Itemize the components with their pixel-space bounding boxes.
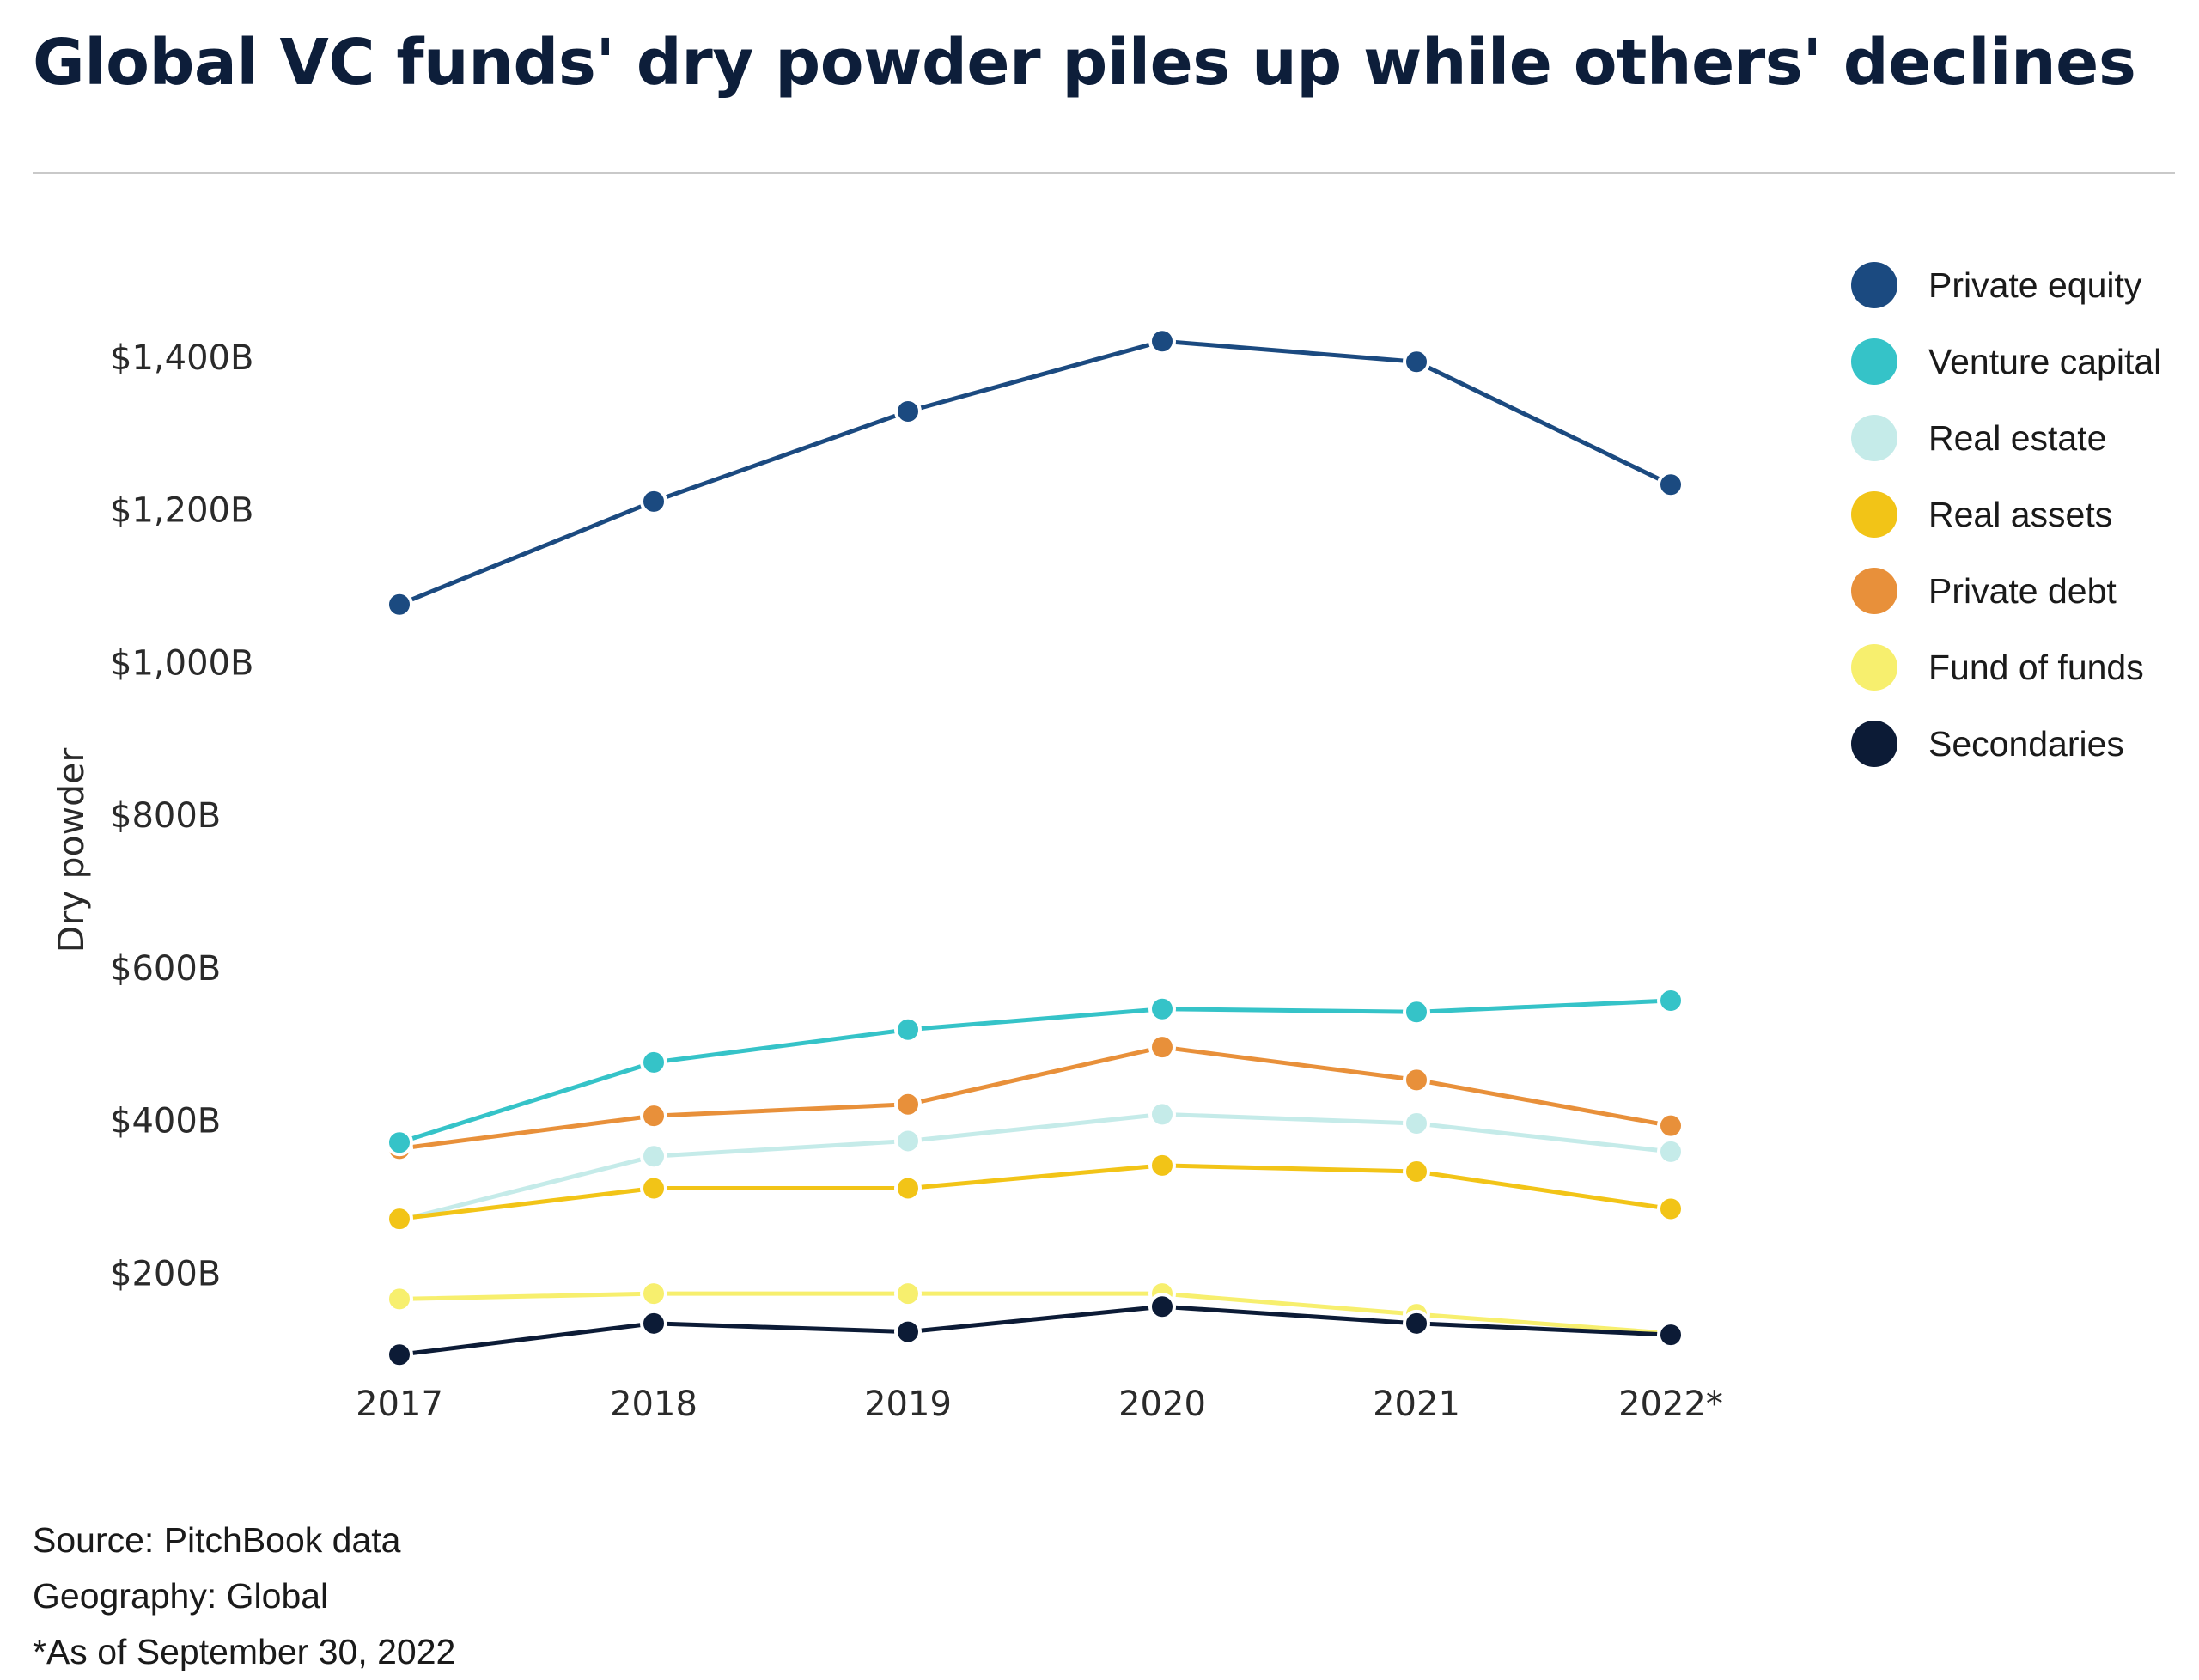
- legend-label: Private equity: [1928, 265, 2142, 305]
- data-point: [1148, 327, 1176, 356]
- data-point: [640, 487, 667, 515]
- y-tick-label: $200B: [110, 1254, 221, 1293]
- data-point: [1148, 1033, 1176, 1062]
- x-tick-label: 2020: [1118, 1385, 1206, 1424]
- legend-label: Real assets: [1928, 494, 2113, 534]
- legend-swatch: [1851, 644, 1897, 691]
- data-point: [1657, 1111, 1684, 1140]
- series-line: [397, 1304, 1673, 1357]
- data-point: [1403, 1157, 1430, 1185]
- data-point: [1403, 1110, 1430, 1138]
- series-line: [397, 1111, 1673, 1223]
- data-point: [1657, 471, 1684, 499]
- data-point: [1657, 1195, 1684, 1223]
- series-group: [386, 1280, 1684, 1348]
- data-point: [386, 1205, 413, 1233]
- legend-item: Secondaries: [1851, 718, 2124, 770]
- data-point: [386, 1341, 413, 1369]
- legend-item: Private equity: [1851, 259, 2141, 311]
- legend-swatch: [1851, 262, 1897, 308]
- data-point: [1148, 1151, 1176, 1179]
- legend-label: Real estate: [1928, 417, 2107, 458]
- series-line: [397, 338, 1673, 607]
- series-line: [397, 1044, 1673, 1151]
- data-point: [894, 1318, 922, 1346]
- legend-label: Secondaries: [1928, 723, 2124, 764]
- series-line: [397, 1291, 1673, 1336]
- legend-swatch: [1851, 338, 1897, 385]
- series-group: [386, 1100, 1684, 1234]
- x-tick-label: 2017: [356, 1385, 443, 1424]
- legend-item: Fund of funds: [1851, 642, 2144, 693]
- data-point: [1403, 1066, 1430, 1094]
- data-point: [894, 1015, 922, 1044]
- data-point: [640, 1102, 667, 1130]
- legend-swatch: [1851, 568, 1897, 614]
- data-point: [1657, 1321, 1684, 1349]
- data-point: [894, 397, 922, 425]
- series-group: [386, 1033, 1684, 1163]
- source-note: Source: PitchBook data: [33, 1520, 401, 1560]
- data-point: [640, 1142, 667, 1171]
- legend-label: Private debt: [1928, 570, 2117, 611]
- data-point: [1148, 995, 1176, 1023]
- series-group: [386, 986, 1684, 1157]
- x-tick-label: 2019: [864, 1385, 952, 1424]
- chart-title: Global VC funds' dry powder piles up whi…: [33, 26, 2136, 100]
- data-point: [1403, 998, 1430, 1026]
- series-group: [386, 1293, 1684, 1369]
- x-tick-label: 2021: [1373, 1385, 1460, 1424]
- legend-swatch: [1851, 721, 1897, 767]
- legend-item: Venture capital: [1851, 336, 2161, 387]
- series-line: [397, 1163, 1673, 1221]
- data-point: [894, 1090, 922, 1118]
- data-point: [1657, 1137, 1684, 1166]
- legend-label: Venture capital: [1928, 341, 2162, 381]
- y-tick-label: $600B: [110, 949, 221, 989]
- legend-label: Fund of funds: [1928, 647, 2144, 687]
- y-tick-label: $1,000B: [110, 643, 253, 683]
- legend-item: Private debt: [1851, 565, 2117, 617]
- data-point: [640, 1309, 667, 1337]
- data-point: [1148, 1293, 1176, 1321]
- date-footnote: *As of September 30, 2022: [33, 1632, 456, 1671]
- data-point: [386, 1129, 413, 1157]
- y-tick-label: $800B: [110, 796, 221, 836]
- data-point: [640, 1174, 667, 1202]
- series-group: [386, 1151, 1684, 1233]
- y-tick-label: $1,400B: [110, 338, 253, 378]
- legend-item: Real estate: [1851, 412, 2106, 464]
- x-tick-label: 2022*: [1618, 1385, 1723, 1424]
- data-point: [1657, 986, 1684, 1014]
- legend-swatch: [1851, 415, 1897, 461]
- y-tick-label: $1,200B: [110, 491, 253, 531]
- series-line: [397, 998, 1673, 1145]
- data-point: [1403, 348, 1430, 376]
- geography-note: Geography: Global: [33, 1576, 329, 1616]
- data-point: [1148, 1100, 1176, 1129]
- y-axis-title: Dry powder: [51, 748, 92, 953]
- title-divider: [33, 172, 2175, 174]
- legend-swatch: [1851, 491, 1897, 538]
- data-point: [386, 1285, 413, 1313]
- data-point: [1403, 1309, 1430, 1337]
- data-point: [894, 1174, 922, 1202]
- series-group: [386, 327, 1684, 618]
- data-point: [640, 1048, 667, 1076]
- x-tick-label: 2018: [610, 1385, 697, 1424]
- data-point: [894, 1280, 922, 1308]
- y-tick-label: $400B: [110, 1102, 221, 1141]
- data-point: [640, 1280, 667, 1308]
- data-point: [386, 590, 413, 618]
- data-point: [894, 1127, 922, 1155]
- legend-item: Real assets: [1851, 489, 2112, 540]
